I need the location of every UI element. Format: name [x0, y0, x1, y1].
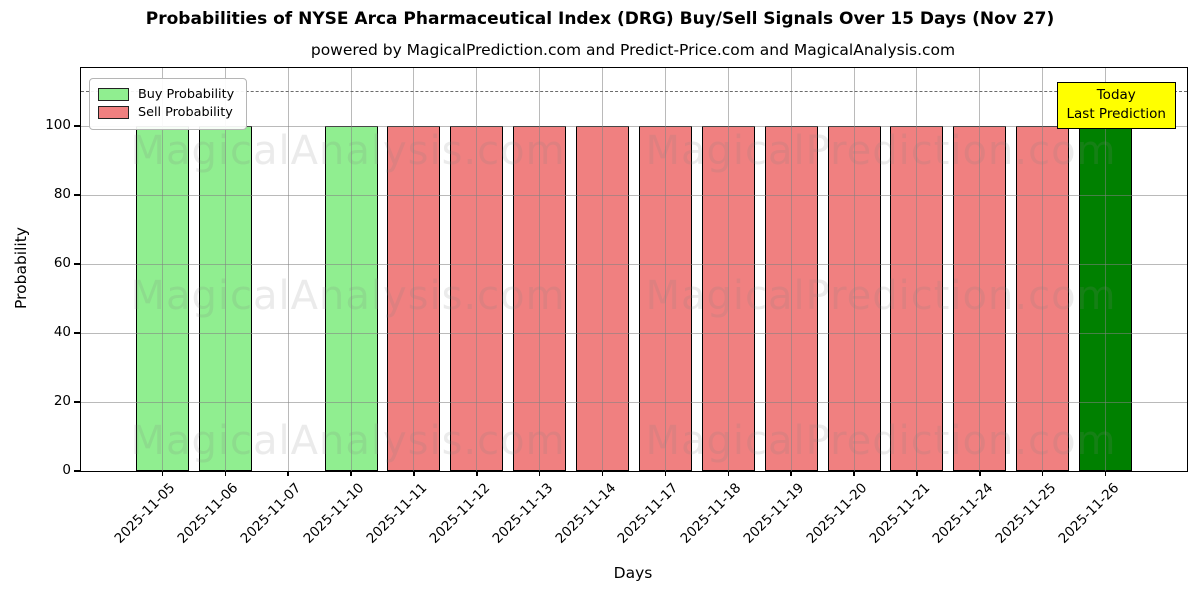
vertical-gridline [161, 68, 163, 471]
x-tick-mark [224, 471, 227, 476]
y-tick-label: 20 [53, 392, 71, 409]
y-tick-label: 60 [53, 254, 71, 271]
y-tick-label: 100 [45, 116, 71, 133]
plot-area: Buy Probability Sell Probability Today L… [45, 67, 1188, 547]
y-tick-mark [74, 194, 80, 196]
x-tick-mark [979, 471, 981, 476]
y-tick-mark [74, 470, 80, 472]
vertical-gridline [1042, 68, 1044, 471]
vertical-gridline [539, 68, 541, 471]
vertical-gridline [287, 68, 289, 471]
vertical-gridline [350, 68, 352, 471]
vertical-gridline [916, 68, 918, 471]
vertical-gridline [476, 68, 478, 471]
x-tick-mark [664, 471, 667, 476]
today-annotation: Today Last Prediction [1056, 82, 1176, 130]
x-tick-mark [853, 471, 855, 476]
watermark-text: MagicalAnalysis.com [130, 418, 566, 464]
y-tick-mark [74, 332, 80, 334]
today-annotation-line1: Today [1096, 87, 1136, 103]
x-axis-title: Days [613, 564, 653, 582]
sell-swatch-icon [98, 106, 129, 119]
x-tick-mark [1041, 471, 1044, 476]
horizontal-gridline [81, 332, 1187, 334]
x-tick-mark [161, 471, 164, 476]
vertical-gridline [602, 68, 604, 471]
watermark-text: MagicalPrediction.com [645, 418, 1117, 464]
vertical-gridline [413, 68, 415, 471]
x-tick-mark [476, 471, 478, 476]
horizontal-gridline [81, 194, 1187, 196]
x-tick-mark [601, 471, 604, 476]
vertical-gridline [727, 68, 729, 471]
watermark-text: MagicalAnalysis.com [130, 273, 566, 319]
vertical-gridline [979, 68, 981, 471]
x-tick-mark [287, 471, 289, 476]
vertical-gridline [1105, 68, 1107, 471]
horizontal-gridline [81, 401, 1187, 403]
legend: Buy Probability Sell Probability [89, 78, 248, 130]
vertical-gridline [790, 68, 792, 471]
x-tick-mark [538, 471, 541, 476]
watermark-text: MagicalPrediction.com [645, 128, 1117, 174]
legend-label-sell: Sell Probability [138, 105, 233, 120]
vertical-gridline [853, 68, 855, 471]
legend-label-buy: Buy Probability [138, 87, 235, 102]
x-tick-mark [916, 471, 918, 476]
x-tick-mark [350, 471, 352, 476]
x-tick-mark [727, 471, 730, 476]
legend-item-sell: Sell Probability [98, 105, 234, 120]
horizontal-gridline [81, 263, 1187, 265]
vertical-gridline [664, 68, 666, 471]
y-tick-label: 40 [53, 323, 71, 340]
today-annotation-line2: Last Prediction [1066, 106, 1166, 123]
y-tick-mark [74, 263, 80, 265]
x-tick-mark [790, 471, 792, 476]
x-tick-mark [1104, 471, 1107, 476]
y-tick-label: 80 [53, 185, 71, 202]
watermark-text: MagicalPrediction.com [645, 273, 1117, 319]
x-tick-mark [413, 471, 415, 476]
horizontal-gridline [81, 125, 1187, 127]
y-tick-label: 0 [62, 462, 71, 478]
threshold-dashed-line [81, 91, 1187, 93]
y-tick-mark [74, 125, 80, 127]
y-tick-mark [74, 401, 80, 403]
page-subtitle: powered by MagicalPrediction.com and Pre… [310, 41, 956, 59]
watermark-text: MagicalAnalysis.com [130, 128, 566, 174]
legend-item-buy: Buy Probability [98, 87, 234, 102]
vertical-gridline [224, 68, 226, 471]
page-title: Probabilities of NYSE Arca Pharmaceutica… [145, 9, 1055, 29]
buy-swatch-icon [98, 88, 129, 101]
